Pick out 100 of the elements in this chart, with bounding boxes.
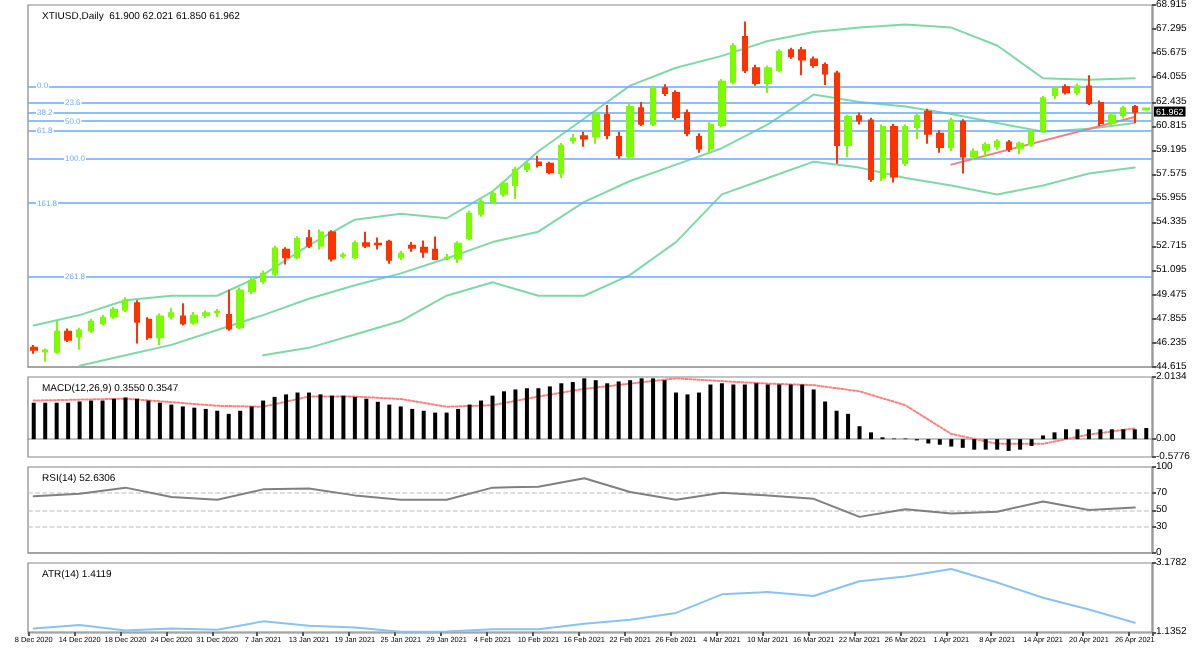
bar [651,378,656,440]
candlestick [580,130,588,148]
bar [639,378,644,440]
bar [261,400,266,440]
bar [811,389,816,440]
candlestick [604,104,610,141]
bar [387,404,392,440]
bar [605,383,610,440]
candlestick [340,251,346,260]
candlestick [294,235,300,261]
candlestick [626,102,634,161]
bar [146,400,151,440]
candlestick [570,133,576,145]
candlestick [1108,111,1116,127]
candlestick [386,238,392,265]
candlestick [672,89,680,121]
bar [570,382,575,440]
bar [467,404,472,440]
candlestick [994,138,1000,151]
bar [719,383,724,440]
candlestick [478,197,484,218]
candlestick [1028,128,1034,148]
bar [249,406,254,440]
candlestick [454,240,462,264]
bar [582,378,587,440]
candlestick [398,250,404,261]
candlestick [168,306,174,321]
bar [972,439,977,450]
bar [112,398,117,440]
candlestick [776,48,782,74]
candlestick [798,45,806,77]
candlestick [42,347,48,363]
candlestick [1098,99,1104,127]
bar [937,439,942,445]
bar [1132,429,1137,440]
candlestick [214,308,220,319]
bar [593,380,598,440]
candlestick [536,154,542,169]
bar [685,394,690,440]
candlestick [306,228,312,250]
candlestick [156,312,164,347]
candlestick [662,83,668,98]
candlestick [810,55,818,69]
candlestick [880,123,886,183]
candlestick [924,107,932,145]
candlestick [650,84,656,127]
candlestick [936,129,944,154]
bar [1018,439,1023,450]
candlestick [982,141,990,159]
candlestick [1052,85,1058,101]
bar [1029,439,1034,446]
candlestick [88,317,94,334]
bar [123,397,128,440]
bar [869,432,873,440]
bar [1109,429,1114,440]
candlestick [730,42,736,86]
bar [479,400,484,440]
line-series [32,477,1136,518]
candlestick [1006,139,1012,153]
bar [765,384,770,440]
candlestick [1120,104,1126,120]
candlestick [512,165,518,200]
bar [616,381,621,440]
bar [54,402,59,440]
bar [341,395,346,440]
candlestick [444,253,450,261]
candlestick [546,160,554,176]
candlestick [54,320,60,355]
candlestick [180,302,186,327]
candlestick [914,112,920,141]
candlestick [76,326,82,351]
candlestick [752,63,760,87]
bar [788,384,793,440]
candlestick [110,305,118,320]
bar [203,408,208,440]
bar [226,413,231,440]
bar [696,392,701,440]
bar [674,392,679,440]
candlestick [64,327,72,343]
bar [180,406,185,440]
bar [777,384,782,440]
candlestick [318,228,324,251]
candlestick [684,108,690,138]
candlestick [960,118,966,175]
candlestick [856,111,862,126]
bar [857,426,862,440]
bar [1063,429,1068,440]
candlestick [30,343,38,355]
candlestick [362,230,370,250]
bar [1121,429,1126,440]
bar [1075,429,1080,440]
bar [89,400,94,440]
candlestick [420,239,428,259]
bar [983,439,988,450]
candlestick [500,180,508,198]
bar [398,406,403,440]
bar [66,402,71,440]
bar [433,412,438,440]
candlestick [696,132,702,154]
bar [134,398,139,440]
